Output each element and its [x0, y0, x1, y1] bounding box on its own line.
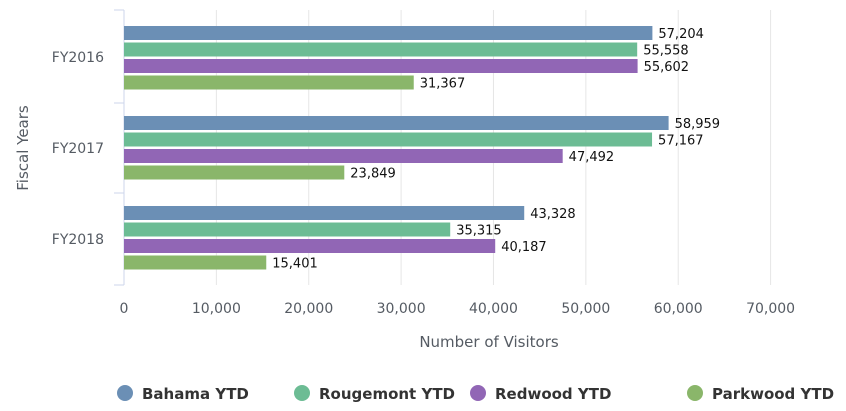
x-tick-label: 10,000 — [192, 301, 241, 317]
bar-fy2018-bahama-ytd — [124, 206, 525, 220]
legend-label: Bahama YTD — [142, 385, 249, 403]
bar-fy2017-bahama-ytd — [124, 116, 669, 130]
y-tick-labels: FY2016 FY2017 FY2018 — [52, 50, 104, 248]
x-tick-labels: 0 10,000 20,000 30,000 40,000 50,000 60,000 70,… — [120, 301, 846, 317]
legend-marker-icon — [687, 385, 703, 401]
category-axis — [114, 9, 125, 286]
x-tick-label: 30,000 — [377, 301, 426, 317]
x-tick-label: 50,000 — [561, 301, 610, 317]
legend-marker-icon — [294, 385, 310, 401]
data-label: 57,204 — [658, 27, 704, 42]
y-tick-label: FY2017 — [52, 141, 104, 157]
data-label: 31,367 — [420, 77, 466, 92]
y-axis-title: Fiscal Years — [14, 105, 32, 191]
bar-fy2018-rougemont-ytd — [124, 222, 451, 237]
x-axis-title: Number of Visitors — [419, 333, 559, 351]
data-label: 43,328 — [530, 207, 576, 222]
legend: Bahama YTD Rougemont YTD Redwood YTD Parkwo… — [117, 385, 834, 403]
legend-item: Rougemont YTD — [294, 385, 455, 403]
bar-fy2016-redwood-ytd — [124, 59, 638, 73]
legend-item: Parkwood YTD — [687, 385, 834, 403]
bar-fy2018-redwood-ytd — [124, 239, 496, 253]
x-tick-label: 20,000 — [284, 301, 333, 317]
data-label: 55,602 — [644, 60, 690, 75]
legend-label: Rougemont YTD — [319, 385, 455, 403]
data-label: 40,187 — [501, 240, 546, 255]
legend-item: Bahama YTD — [117, 385, 249, 403]
bar-fy2017-rougemont-ytd — [124, 132, 653, 147]
data-label: 15,401 — [272, 257, 318, 272]
x-tick-label: 40,000 — [469, 301, 518, 317]
data-label: 58,959 — [675, 117, 721, 132]
data-label: 57,167 — [658, 134, 704, 149]
data-label: 47,492 — [569, 150, 615, 165]
x-tick-label: 70,000 — [746, 301, 795, 317]
bar-fy2017-redwood-ytd — [124, 149, 563, 163]
x-tick-label: 0 — [120, 301, 129, 317]
bars — [124, 26, 669, 270]
data-label: 55,558 — [643, 44, 689, 59]
legend-marker-icon — [117, 385, 133, 401]
x-tick-label: 60,000 — [654, 301, 703, 317]
y-tick-label: FY2018 — [52, 232, 104, 248]
bar-fy2016-bahama-ytd — [124, 26, 653, 40]
legend-marker-icon — [470, 385, 486, 401]
bar-fy2016-parkwood-ytd — [124, 75, 414, 90]
data-label: 23,849 — [350, 167, 396, 182]
bar-fy2018-parkwood-ytd — [124, 255, 267, 270]
legend-label: Redwood YTD — [495, 385, 611, 403]
bar-fy2017-parkwood-ytd — [124, 165, 345, 180]
legend-label: Parkwood YTD — [712, 385, 834, 403]
bar-fy2016-rougemont-ytd — [124, 42, 638, 57]
legend-item: Redwood YTD — [470, 385, 611, 403]
data-label: 35,315 — [456, 224, 502, 239]
y-tick-label: FY2016 — [52, 50, 104, 66]
